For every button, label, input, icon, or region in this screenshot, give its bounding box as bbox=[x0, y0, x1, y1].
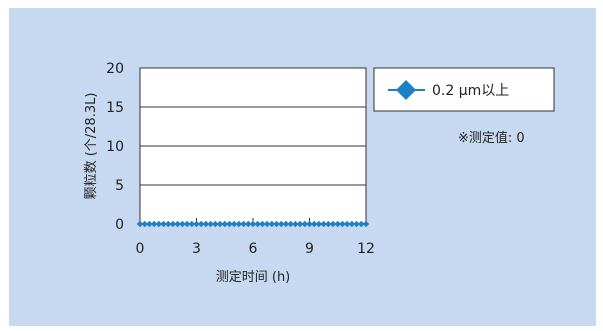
data-point bbox=[287, 220, 294, 228]
data-point bbox=[245, 220, 252, 228]
data-point bbox=[202, 220, 210, 228]
data-point bbox=[193, 220, 200, 228]
data-point bbox=[329, 220, 337, 228]
data-point bbox=[273, 220, 280, 228]
data-point bbox=[198, 220, 205, 228]
data-point bbox=[268, 220, 276, 228]
x-tick-label: 9 bbox=[305, 241, 314, 257]
data-point bbox=[165, 220, 172, 228]
data-point bbox=[315, 220, 323, 228]
data-point bbox=[155, 220, 163, 228]
data-point bbox=[216, 220, 224, 228]
data-point bbox=[353, 220, 360, 228]
data-point bbox=[325, 220, 332, 228]
data-point bbox=[240, 220, 247, 228]
data-point bbox=[146, 220, 153, 228]
data-point bbox=[150, 220, 158, 228]
series-layer bbox=[136, 220, 370, 228]
data-point bbox=[160, 220, 167, 228]
data-point bbox=[343, 220, 351, 228]
data-point bbox=[230, 220, 238, 228]
data-point bbox=[263, 220, 271, 228]
data-point bbox=[292, 220, 299, 228]
measurement-note: ※测定值: 0 bbox=[458, 130, 525, 146]
data-point bbox=[254, 220, 261, 228]
y-tick-label: 10 bbox=[106, 139, 124, 155]
data-point bbox=[339, 220, 346, 228]
legend-label-series-1: 0.2 μm以上 bbox=[432, 83, 509, 99]
y-axis-title: 颗粒数 (个/28.3L) bbox=[84, 93, 99, 200]
y-tick-labels: 0 5 10 15 20 bbox=[106, 61, 124, 233]
data-point bbox=[226, 220, 233, 228]
data-point bbox=[179, 220, 186, 228]
data-point bbox=[362, 220, 370, 228]
data-point bbox=[348, 220, 356, 228]
data-point bbox=[141, 220, 148, 228]
data-point bbox=[249, 220, 257, 228]
x-tick-label: 12 bbox=[357, 241, 375, 257]
data-point bbox=[169, 220, 177, 228]
grid-lines bbox=[140, 106, 366, 186]
legend-diamond-marker bbox=[396, 80, 416, 100]
x-tick-label: 3 bbox=[192, 241, 201, 257]
data-point bbox=[235, 220, 243, 228]
x-axis-title: 测定时间 (h) bbox=[216, 270, 291, 285]
y-tick-label: 5 bbox=[115, 178, 124, 194]
data-point bbox=[136, 220, 144, 228]
data-point bbox=[296, 220, 304, 228]
data-point bbox=[221, 220, 228, 228]
data-point bbox=[320, 220, 327, 228]
data-point bbox=[306, 220, 313, 228]
y-tick-label: 15 bbox=[106, 100, 124, 116]
data-point bbox=[207, 220, 214, 228]
y-tick-label: 0 bbox=[115, 217, 124, 233]
data-point bbox=[212, 220, 219, 228]
data-point bbox=[358, 220, 365, 228]
y-tick-label: 20 bbox=[106, 61, 124, 77]
legend: 0.2 μm以上 bbox=[373, 67, 555, 112]
data-point bbox=[282, 220, 290, 228]
data-point bbox=[183, 220, 191, 228]
x-tick-label: 0 bbox=[136, 241, 145, 257]
data-point bbox=[334, 220, 341, 228]
data-point bbox=[188, 220, 195, 228]
x-tick-label: 6 bbox=[249, 241, 258, 257]
data-point bbox=[174, 220, 181, 228]
data-point bbox=[278, 220, 285, 228]
data-point bbox=[259, 220, 266, 228]
data-point bbox=[311, 220, 318, 228]
data-point bbox=[301, 220, 308, 228]
